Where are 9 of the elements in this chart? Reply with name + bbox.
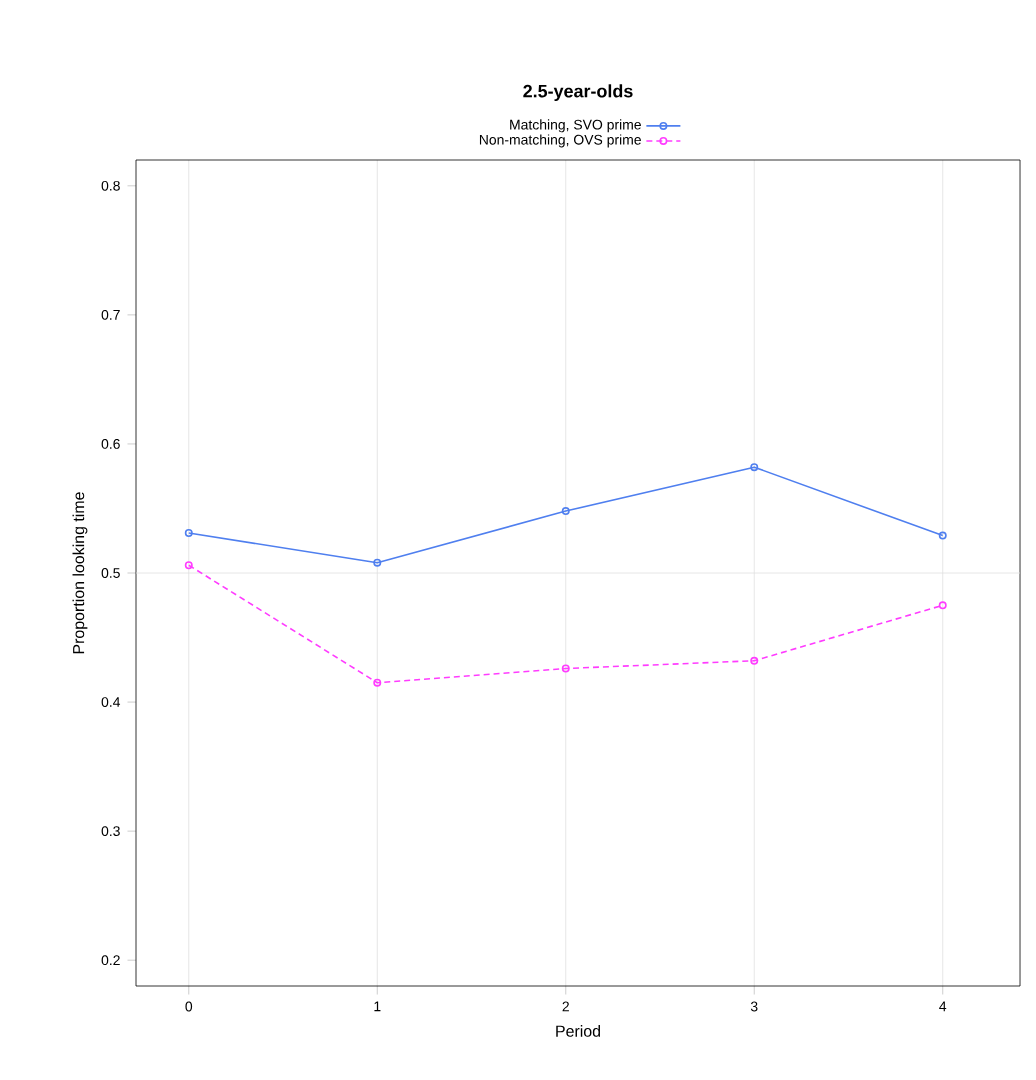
point — [373, 558, 382, 567]
point — [561, 664, 570, 673]
point — [184, 561, 193, 570]
point — [561, 507, 570, 516]
point — [750, 463, 759, 472]
point — [750, 656, 759, 665]
chart-title: 2.5-year-olds — [523, 84, 633, 102]
point — [938, 601, 947, 610]
point — [373, 678, 382, 687]
